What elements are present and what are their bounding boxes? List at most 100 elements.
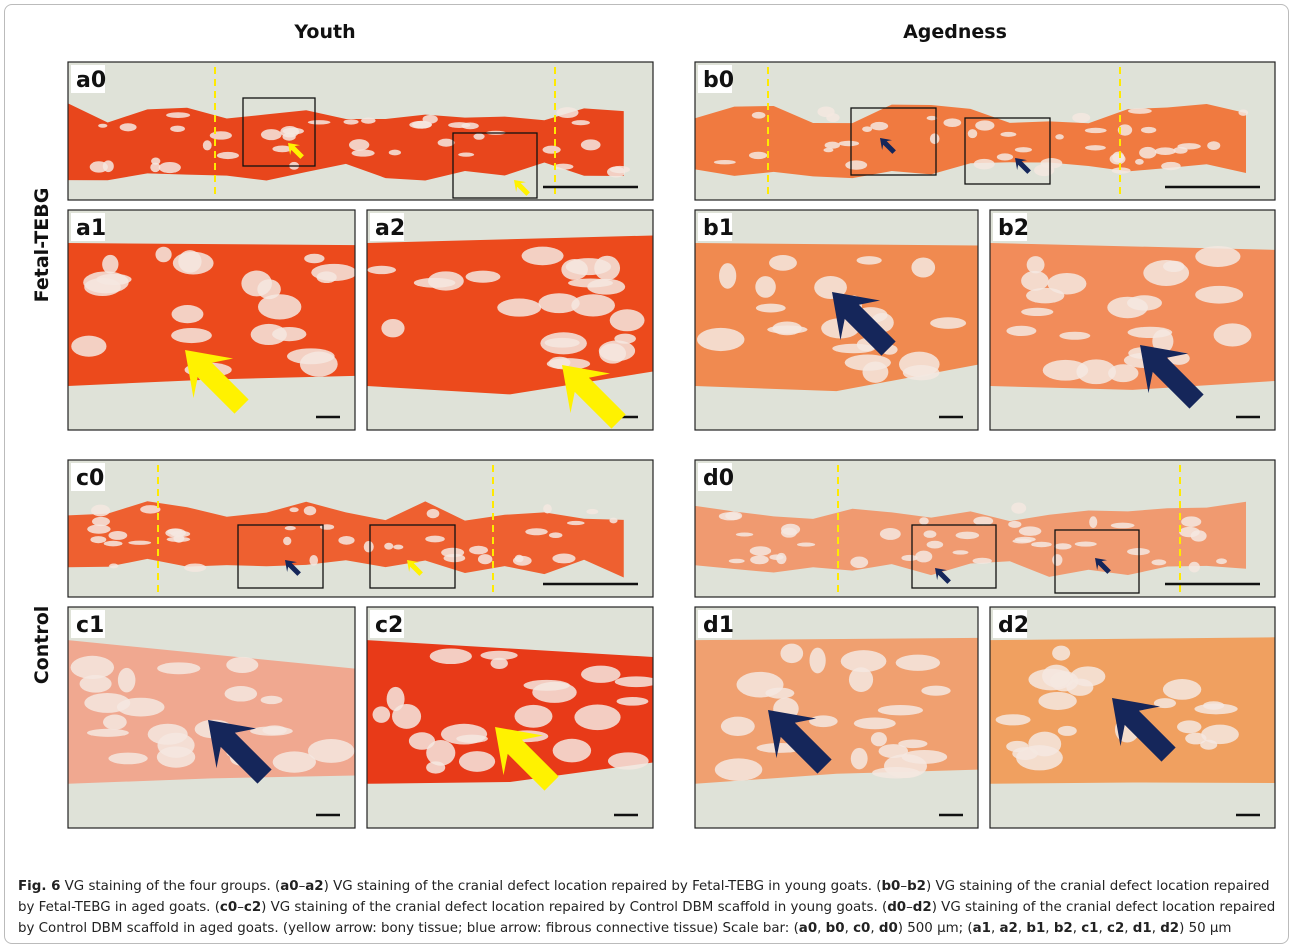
caption: Fig. 6 VG staining of the four groups. (…	[18, 876, 1280, 939]
tissue-hole	[973, 558, 992, 564]
panel-image	[695, 460, 1275, 597]
tissue-hole	[924, 530, 937, 538]
tissue-hole	[1058, 726, 1077, 736]
tissue-hole	[1011, 503, 1026, 514]
caption-text: ,	[1045, 921, 1054, 936]
caption-bold: d0	[879, 921, 898, 936]
tissue-hole	[1089, 516, 1097, 528]
panel: c1	[68, 607, 355, 828]
tissue-hole	[854, 718, 896, 730]
tissue-hole	[513, 556, 532, 566]
tissue-hole	[409, 732, 435, 749]
caption-bold: d0	[887, 900, 906, 915]
panel-label: c2	[375, 613, 403, 638]
caption-bold: d2	[913, 900, 932, 915]
column-header: Youth	[293, 21, 355, 43]
panel: a1	[68, 210, 357, 430]
tissue-hole	[304, 254, 324, 263]
tissue-hole	[91, 505, 110, 517]
panel-image	[695, 607, 978, 828]
tissue-hole	[1052, 646, 1070, 661]
tissue-hole	[157, 662, 200, 674]
tissue-hole	[1111, 523, 1135, 529]
caption-bold: b2	[907, 879, 926, 894]
tissue-hole	[108, 753, 147, 765]
tissue-hole	[1189, 562, 1200, 573]
tissue-hole	[148, 724, 188, 745]
panel-image	[68, 210, 357, 430]
tissue-hole	[364, 541, 374, 552]
tissue-hole	[553, 164, 573, 170]
tissue-hole	[155, 247, 171, 262]
tissue-hole	[545, 338, 580, 348]
panel: b2	[990, 210, 1275, 430]
tissue-hole	[159, 162, 181, 173]
tissue-hole	[572, 120, 590, 125]
panel-label: b0	[703, 68, 734, 93]
tissue-hole	[567, 521, 585, 525]
tissue-hole	[1015, 147, 1032, 152]
tissue-hole	[1128, 108, 1152, 114]
tissue-hole	[441, 724, 487, 745]
tissue-hole	[543, 504, 552, 513]
panel-image	[695, 210, 978, 430]
tissue-hole	[781, 524, 800, 535]
panel-label: a0	[76, 68, 106, 93]
tissue-hole	[458, 153, 474, 157]
tissue-hole	[466, 271, 501, 283]
tissue-hole	[870, 122, 888, 130]
tissue-hole	[599, 343, 626, 363]
tissue-hole	[1043, 360, 1089, 381]
tissue-hole	[608, 752, 649, 769]
caption-bold: c2	[244, 900, 261, 915]
tissue-hole	[381, 319, 404, 337]
panel-image	[695, 62, 1275, 200]
tissue-hole	[1181, 516, 1201, 527]
panel: a0	[68, 62, 653, 200]
tissue-hole	[273, 751, 316, 772]
tissue-hole	[609, 518, 617, 524]
tissue-hole	[71, 656, 115, 679]
tissue-hole	[258, 294, 301, 319]
tissue-hole	[607, 167, 625, 178]
caption-bold: b0	[881, 879, 900, 894]
tissue-hole	[261, 696, 283, 704]
tissue-hole	[1177, 720, 1201, 733]
tissue-hole	[108, 531, 127, 540]
tissue-hole	[128, 541, 151, 545]
tissue-hole	[150, 163, 160, 173]
tissue-hole	[226, 657, 258, 673]
caption-text: ,	[1073, 921, 1082, 936]
tissue-hole	[473, 133, 484, 139]
tissue-hole	[878, 705, 923, 715]
caption-bold: a0	[799, 921, 817, 936]
caption-text: –	[906, 900, 913, 915]
caption-text: ,	[991, 921, 1000, 936]
tissue-hole	[553, 739, 591, 763]
tissue-hole	[943, 118, 961, 127]
panel: c0	[68, 460, 653, 597]
caption-text: ) VG staining of the cranial defect loca…	[324, 879, 882, 894]
panel-image	[367, 210, 653, 430]
tissue-hole	[1000, 132, 1016, 137]
tissue-hole	[71, 336, 106, 357]
tissue-hole	[845, 354, 891, 370]
caption-text: ,	[870, 921, 879, 936]
tissue-hole	[839, 141, 859, 146]
panel-image	[68, 607, 355, 828]
tissue-hole	[862, 126, 872, 132]
tissue-hole	[361, 117, 375, 123]
tissue-hole	[393, 545, 403, 550]
tissue-hole	[251, 324, 287, 345]
tissue-hole	[780, 644, 803, 663]
tissue-hole	[515, 705, 553, 728]
tissue-hole	[996, 714, 1031, 725]
tissue-hole	[975, 120, 994, 130]
tissue-hole	[491, 658, 508, 669]
caption-bold: a0	[280, 879, 298, 894]
tissue-hole	[1038, 692, 1076, 710]
tissue-hole	[973, 516, 993, 525]
tissue-hole	[896, 655, 940, 671]
tissue-hole	[1075, 541, 1097, 546]
tissue-hole	[1052, 554, 1062, 566]
